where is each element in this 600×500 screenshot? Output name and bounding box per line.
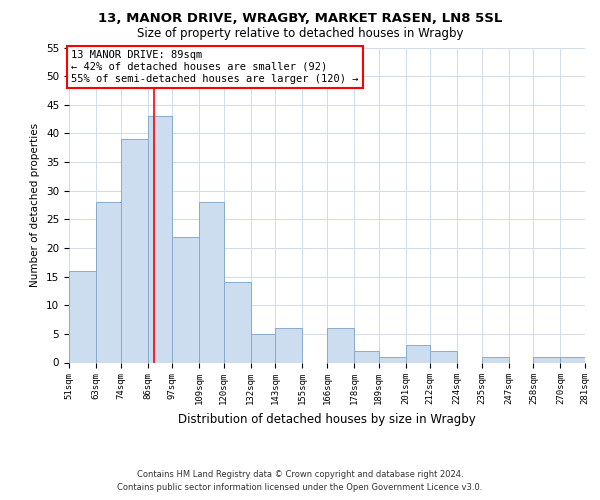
Bar bbox=[406, 346, 430, 362]
X-axis label: Distribution of detached houses by size in Wragby: Distribution of detached houses by size … bbox=[178, 413, 476, 426]
Y-axis label: Number of detached properties: Number of detached properties bbox=[31, 123, 40, 287]
Bar bbox=[199, 202, 224, 362]
Bar bbox=[533, 357, 560, 362]
Bar bbox=[121, 139, 148, 362]
Text: Contains HM Land Registry data © Crown copyright and database right 2024.
Contai: Contains HM Land Registry data © Crown c… bbox=[118, 470, 482, 492]
Bar bbox=[560, 357, 585, 362]
Bar bbox=[430, 351, 457, 362]
Bar bbox=[482, 357, 509, 362]
Bar bbox=[354, 351, 379, 362]
Bar bbox=[251, 334, 275, 362]
Bar bbox=[327, 328, 354, 362]
Bar bbox=[379, 357, 406, 362]
Bar bbox=[275, 328, 302, 362]
Bar bbox=[96, 202, 121, 362]
Bar bbox=[172, 236, 199, 362]
Text: 13 MANOR DRIVE: 89sqm
← 42% of detached houses are smaller (92)
55% of semi-deta: 13 MANOR DRIVE: 89sqm ← 42% of detached … bbox=[71, 50, 359, 84]
Text: 13, MANOR DRIVE, WRAGBY, MARKET RASEN, LN8 5SL: 13, MANOR DRIVE, WRAGBY, MARKET RASEN, L… bbox=[98, 12, 502, 26]
Bar bbox=[148, 116, 172, 362]
Bar bbox=[224, 282, 251, 362]
Text: Size of property relative to detached houses in Wragby: Size of property relative to detached ho… bbox=[137, 28, 463, 40]
Bar bbox=[69, 271, 96, 362]
